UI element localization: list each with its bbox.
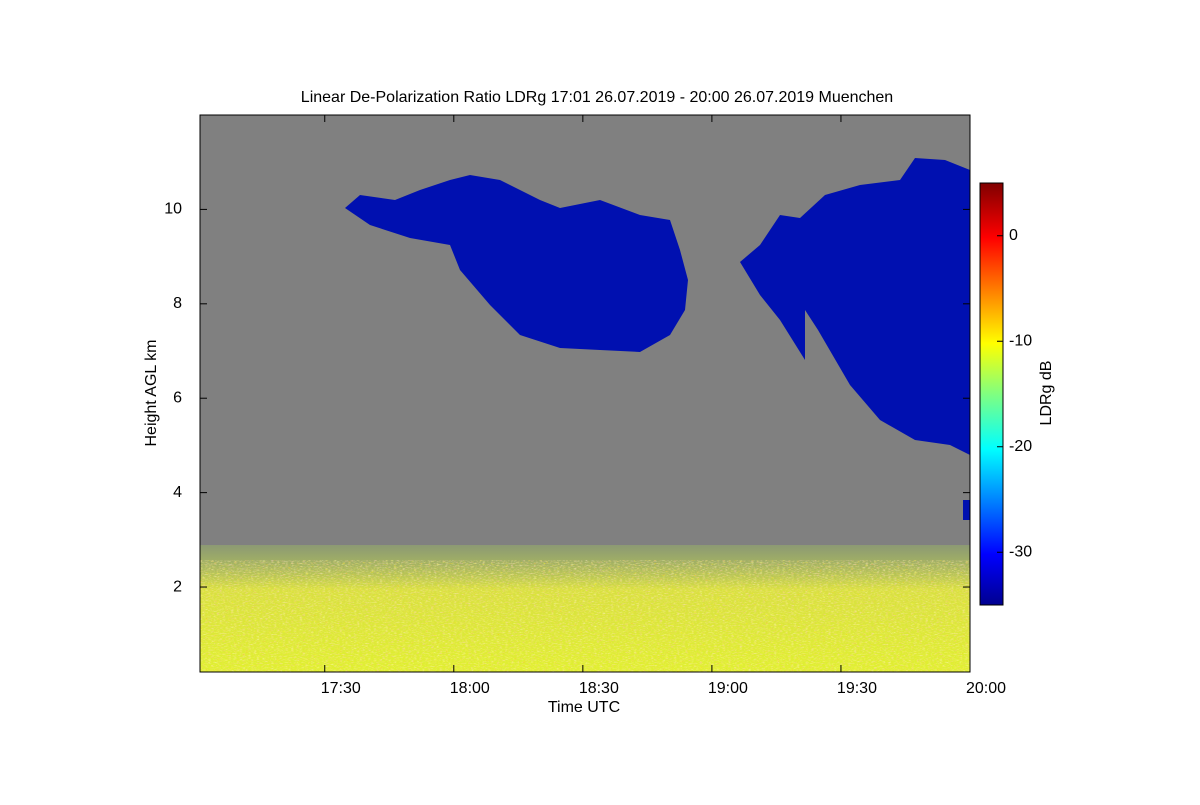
- y-tick-label: 6: [173, 389, 182, 406]
- y-tick-label: 10: [164, 201, 182, 218]
- colorbar-label: LDRg dB: [1038, 361, 1055, 426]
- x-tick-label: 19:00: [708, 680, 748, 697]
- plot-frame: [199, 114, 971, 673]
- x-tick-label: 18:30: [579, 680, 619, 697]
- x-axis-label: Time UTC: [548, 699, 620, 716]
- x-tick-label: 20:00: [966, 680, 1006, 697]
- colorbar-tick-label: -10: [1009, 332, 1032, 349]
- y-tick-label: 4: [173, 484, 182, 501]
- heatmap: [200, 115, 970, 672]
- x-tick-label: 19:30: [837, 680, 877, 697]
- y-axis-label: Height AGL km: [143, 339, 160, 446]
- x-tick-label: 17:30: [321, 680, 361, 697]
- y-tick-label: 2: [173, 578, 182, 595]
- y-tick-label: 8: [173, 295, 182, 312]
- colorbar-tick-label: -30: [1009, 543, 1032, 560]
- x-tick-label: 18:00: [450, 680, 490, 697]
- chart-title: Linear De-Polarization Ratio LDRg 17:01 …: [301, 89, 893, 106]
- colorbar: [979, 182, 1004, 606]
- colorbar-tick-label: -20: [1009, 438, 1032, 455]
- colorbar-tick-label: 0: [1009, 227, 1018, 244]
